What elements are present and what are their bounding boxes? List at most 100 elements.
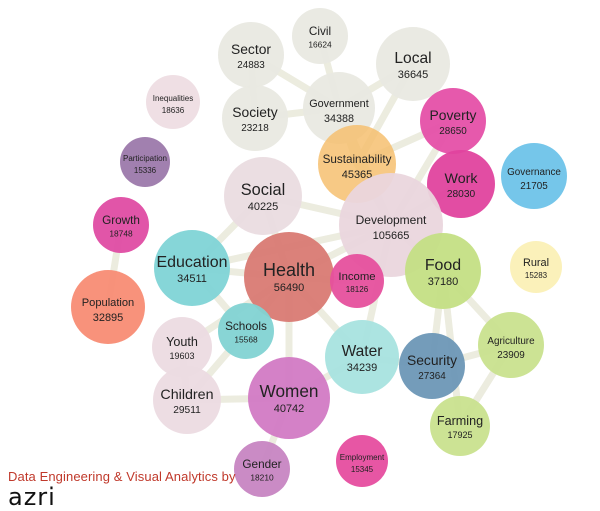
node-label-women: Women	[260, 381, 319, 401]
node-label-income: Income	[338, 271, 375, 283]
node-sector[interactable]: Sector 24883	[218, 22, 284, 88]
node-label-farming: Farming	[437, 414, 483, 428]
node-local[interactable]: Local 36645	[376, 27, 450, 101]
node-label-security: Security	[407, 352, 457, 368]
node-label-work: Work	[444, 171, 478, 187]
node-circle-water[interactable]	[325, 320, 399, 394]
node-label-inequalities: Inequalities	[153, 94, 193, 103]
brand-logo: azri	[8, 483, 56, 511]
node-label-growth: Growth	[102, 214, 140, 227]
node-circle-governance[interactable]	[501, 143, 567, 209]
node-circle-growth[interactable]	[93, 197, 149, 253]
node-security[interactable]: Security 27364	[399, 333, 465, 399]
node-count-rural: 15283	[525, 271, 548, 280]
node-work[interactable]: Work 28030	[427, 150, 495, 218]
node-label-education: Education	[157, 254, 228, 271]
node-count-farming: 17925	[447, 430, 472, 440]
node-population[interactable]: Population 32895	[71, 270, 145, 344]
node-label-development: Development	[356, 213, 427, 227]
node-count-employment: 15345	[351, 465, 374, 474]
node-agriculture[interactable]: Agriculture 23909	[478, 312, 544, 378]
node-circle-agriculture[interactable]	[478, 312, 544, 378]
node-circle-income[interactable]	[330, 254, 384, 308]
node-count-government: 34388	[324, 113, 354, 125]
node-circle-children[interactable]	[153, 366, 221, 434]
node-count-local: 36645	[398, 69, 429, 81]
node-circle-participation[interactable]	[120, 137, 170, 187]
node-circle-society[interactable]	[222, 85, 288, 151]
node-society[interactable]: Society 23218	[222, 85, 288, 151]
node-circle-social[interactable]	[224, 157, 302, 235]
node-circle-population[interactable]	[71, 270, 145, 344]
node-label-health: Health	[263, 260, 315, 280]
node-rural[interactable]: Rural 15283	[510, 241, 562, 293]
node-circle-local[interactable]	[376, 27, 450, 101]
node-count-sustainability: 45365	[342, 169, 373, 181]
node-circle-employment[interactable]	[336, 435, 388, 487]
node-label-poverty: Poverty	[430, 107, 477, 123]
node-poverty[interactable]: Poverty 28650	[420, 88, 486, 154]
node-circle-farming[interactable]	[430, 396, 490, 456]
node-label-civil: Civil	[309, 25, 331, 38]
node-count-youth: 19603	[169, 351, 194, 361]
node-farming[interactable]: Farming 17925	[430, 396, 490, 456]
node-count-social: 40225	[248, 201, 279, 213]
node-count-poverty: 28650	[439, 126, 467, 137]
node-label-participation: Participation	[123, 154, 167, 163]
node-circle-sector[interactable]	[218, 22, 284, 88]
node-education[interactable]: Education 34511	[154, 230, 230, 306]
node-children[interactable]: Children 29511	[153, 366, 221, 434]
node-count-population: 32895	[93, 312, 124, 324]
node-circle-schools[interactable]	[218, 303, 274, 359]
credit-text: Data Engineering & Visual Analytics by	[8, 469, 236, 484]
node-count-gender: 18210	[250, 472, 274, 482]
node-inequalities[interactable]: Inequalities 18636	[146, 75, 200, 129]
node-circle-gender[interactable]	[234, 441, 290, 497]
node-employment[interactable]: Employment 15345	[336, 435, 388, 487]
node-youth[interactable]: Youth 19603	[152, 317, 212, 377]
node-circle-security[interactable]	[399, 333, 465, 399]
node-women[interactable]: Women 40742	[248, 357, 330, 439]
node-label-social: Social	[241, 181, 286, 199]
node-circle-women[interactable]	[248, 357, 330, 439]
node-water[interactable]: Water 34239	[325, 320, 399, 394]
node-label-rural: Rural	[523, 257, 549, 269]
node-food[interactable]: Food 37180	[405, 233, 481, 309]
node-circle-health[interactable]	[244, 232, 334, 322]
node-label-local: Local	[394, 50, 431, 67]
node-circle-poverty[interactable]	[420, 88, 486, 154]
node-count-society: 23218	[241, 123, 269, 134]
node-circle-inequalities[interactable]	[146, 75, 200, 129]
node-label-governance: Governance	[507, 167, 561, 178]
node-label-children: Children	[160, 387, 213, 403]
node-participation[interactable]: Participation 15336	[120, 137, 170, 187]
node-circle-youth[interactable]	[152, 317, 212, 377]
node-count-security: 27364	[418, 371, 446, 382]
node-circle-rural[interactable]	[510, 241, 562, 293]
node-label-government: Government	[309, 98, 368, 110]
node-circle-work[interactable]	[427, 150, 495, 218]
node-count-schools: 15568	[234, 334, 258, 344]
node-count-health: 56490	[274, 282, 305, 294]
node-social[interactable]: Social 40225	[224, 157, 302, 235]
node-count-work: 28030	[447, 189, 476, 200]
node-count-governance: 21705	[520, 181, 548, 192]
node-label-gender: Gender	[242, 458, 281, 471]
node-label-schools: Schools	[225, 320, 267, 333]
node-circle-food[interactable]	[405, 233, 481, 309]
node-count-income: 18126	[346, 285, 369, 294]
node-count-women: 40742	[274, 403, 305, 415]
node-health[interactable]: Health 56490	[244, 232, 334, 322]
node-governance[interactable]: Governance 21705	[501, 143, 567, 209]
node-circle-civil[interactable]	[292, 8, 348, 64]
node-count-children: 29511	[173, 405, 201, 416]
node-circle-education[interactable]	[154, 230, 230, 306]
node-income[interactable]: Income 18126	[330, 254, 384, 308]
